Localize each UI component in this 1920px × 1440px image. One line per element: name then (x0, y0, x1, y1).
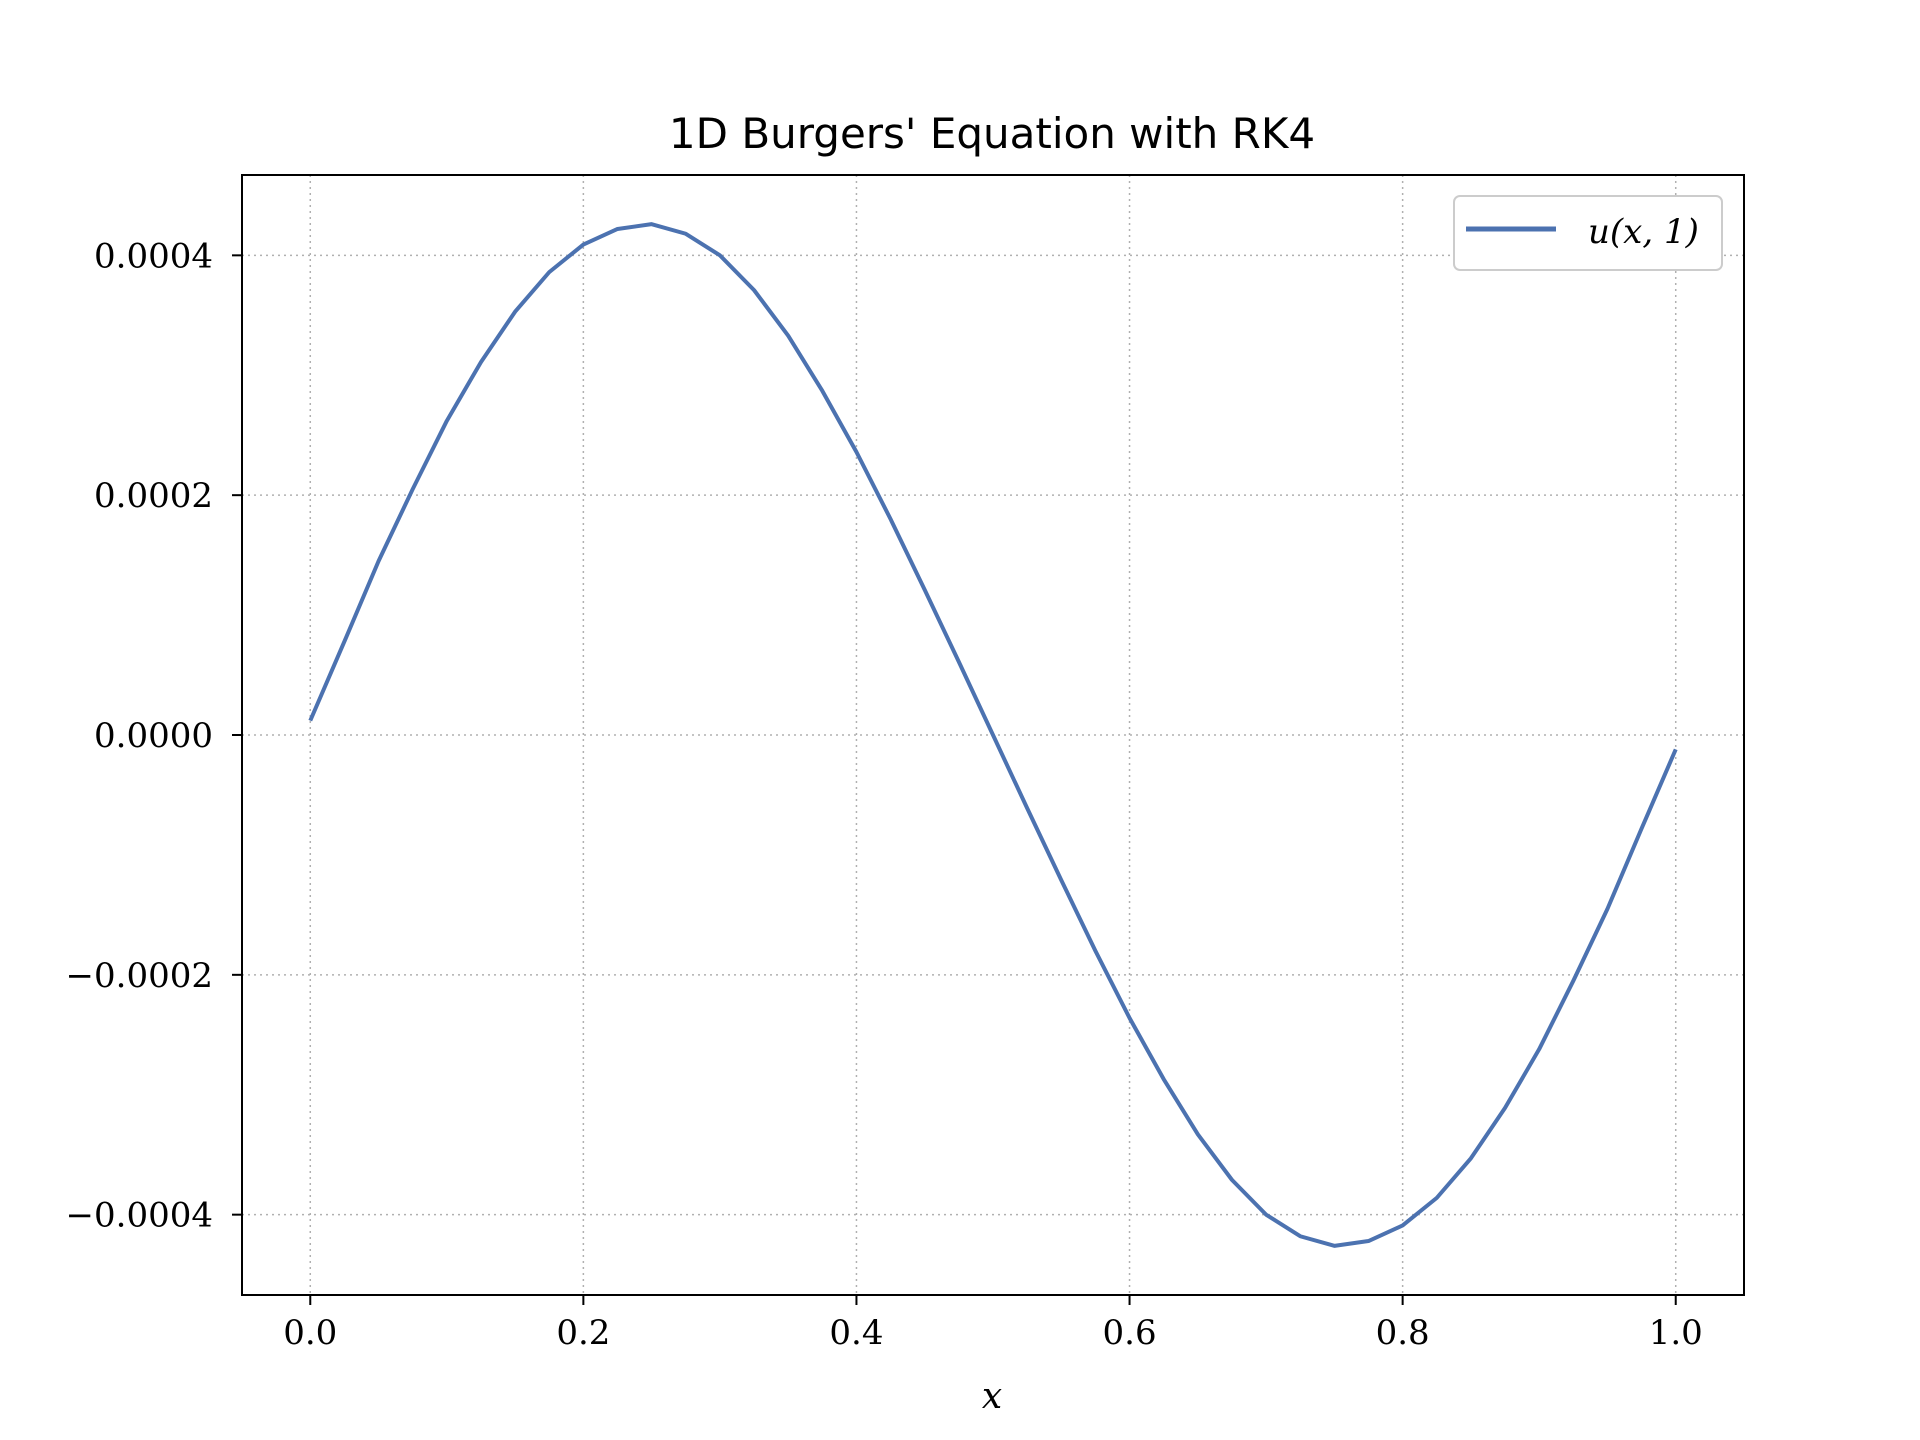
x-tick-label: 0.8 (1376, 1313, 1430, 1353)
x-tick-label: 0.0 (283, 1313, 337, 1353)
y-tick-label: −0.0004 (66, 1196, 213, 1236)
y-tick-label: −0.0002 (66, 956, 213, 996)
y-tick-label: 0.0000 (94, 716, 213, 756)
x-tick-label: 0.4 (829, 1313, 883, 1353)
y-tick-label: 0.0004 (94, 236, 213, 276)
x-tick-label: 0.6 (1103, 1313, 1157, 1353)
series-layer (308, 222, 1678, 1248)
chart-title: 1D Burgers' Equation with RK4 (669, 109, 1315, 158)
x-tick-label: 1.0 (1649, 1313, 1703, 1353)
x-axis-label: x (982, 1376, 1002, 1417)
y-axis-ticks: 0.0004 0.0002 0.0000 −0.0002 −0.0004 (66, 236, 242, 1236)
legend: u(x, 1) (1453, 195, 1723, 271)
x-axis-ticks: 0.0 0.2 0.4 0.6 0.8 1.0 (283, 1295, 1703, 1353)
legend-box (1453, 195, 1723, 271)
x-tick-label: 0.2 (556, 1313, 610, 1353)
y-tick-label: 0.0002 (94, 476, 213, 516)
series-line-u-x-1 (308, 222, 1678, 1248)
legend-label-u-x-1: u(x, 1) (1588, 212, 1699, 252)
